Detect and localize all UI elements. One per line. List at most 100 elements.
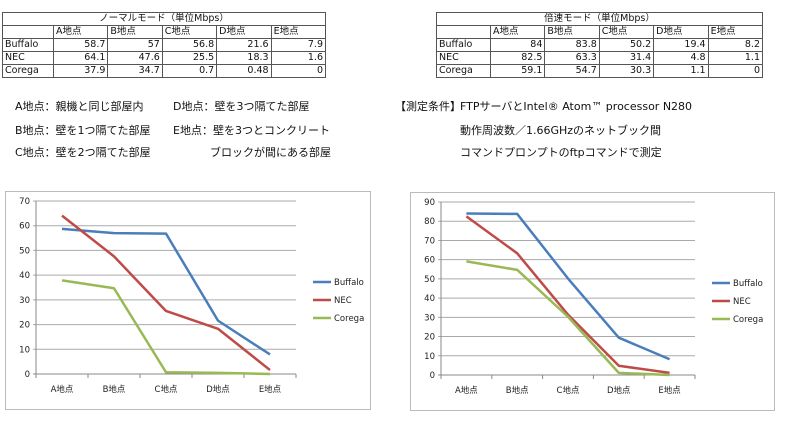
column-header: D地点 — [653, 25, 709, 39]
y-tick-label: 40 — [19, 271, 30, 281]
column-header: B地点 — [544, 25, 600, 39]
legend-label: Buffalo — [733, 279, 763, 289]
legend-label: Corega — [733, 315, 763, 325]
y-tick-label: 60 — [19, 222, 30, 232]
y-tick-label: 30 — [19, 296, 30, 306]
cell: 58.7 — [52, 38, 109, 52]
cell: 64.1 — [52, 51, 109, 65]
column-header: C地点 — [161, 25, 218, 39]
cell: 1.1 — [707, 51, 764, 65]
row-label: Buffalo — [436, 38, 491, 52]
cell: 25.5 — [161, 51, 218, 65]
condition-line-2: 動作周波数／1.66GHzのネットブック間 — [460, 124, 662, 137]
column-header: E地点 — [707, 25, 764, 39]
x-tick-label: B地点 — [506, 385, 529, 396]
x-tick-label: D地点 — [206, 384, 230, 395]
cell: 59.1 — [489, 64, 546, 78]
series-line-nec — [465, 215, 670, 375]
series-line-buffalo — [466, 212, 671, 361]
y-tick-label: 30 — [424, 313, 435, 323]
normal-mode-table: ノーマルモード（単位Mbps） A地点 B地点 C地点 D地点 E地点 Buff… — [2, 12, 327, 78]
y-tick-label: 40 — [424, 294, 435, 304]
y-tick-label: 60 — [424, 256, 435, 266]
note-e-cont: ブロックが間にある部屋 — [210, 146, 331, 159]
cell: 47.6 — [107, 51, 163, 65]
y-tick-label: 20 — [424, 333, 435, 343]
legend-label: NEC — [334, 296, 352, 306]
row-label: NEC — [436, 51, 491, 65]
note-e: E地点：壁を3つとコンクリート — [173, 124, 330, 137]
table-title: ノーマルモード（単位Mbps） — [2, 12, 326, 26]
table-row: Buffalo 84 83.8 50.2 19.4 8.2 — [436, 38, 764, 52]
double-speed-chart: 0 10 20 30 40 50 60 70 80 90 A地点 B地点 C地点 D地点 E地点 Buffal… — [410, 192, 775, 411]
corner-cell — [436, 25, 491, 39]
cell: 54.7 — [544, 64, 600, 78]
cell: 0 — [270, 64, 327, 78]
normal-mode-chart: 0 10 20 30 40 50 60 70 A地点 B地点 C地点 D地点 E地点 Buffalo NEC… — [5, 191, 371, 410]
y-tick-label: 0 — [25, 370, 30, 380]
y-tick-label: 70 — [424, 236, 435, 246]
column-header: C地点 — [598, 25, 655, 39]
series-line-nec — [61, 214, 271, 372]
legend-label: NEC — [733, 297, 751, 307]
table-row: Corega 59.1 54.7 30.3 1.1 0 — [436, 64, 764, 78]
cell: 34.7 — [107, 64, 163, 78]
conditions-label: 【測定条件】 — [395, 100, 461, 113]
column-header: A地点 — [52, 25, 109, 39]
row-label: NEC — [2, 51, 54, 65]
condition-line-3: コマンドプロンプトのftpコマンドで測定 — [460, 146, 662, 159]
table-title: 倍速モード（単位Mbps） — [436, 12, 763, 26]
note-d: D地点：壁を3つ隔てた部屋 — [173, 100, 310, 113]
cell: 30.3 — [598, 64, 655, 78]
y-tick-label: 20 — [19, 321, 30, 331]
column-header: E地点 — [270, 25, 327, 39]
cell: 84 — [489, 38, 546, 52]
y-tick-label: 80 — [424, 217, 435, 227]
row-label: Buffalo — [2, 38, 54, 52]
chart-svg: 0 10 20 30 40 50 60 70 80 90 A地点 B地点 C地点 D地点 E地点 Buffal… — [424, 198, 763, 396]
x-tick-label: D地点 — [607, 385, 631, 396]
y-tick-label: 50 — [424, 275, 435, 285]
note-c: C地点：壁を2つ隔てた部屋 — [15, 146, 151, 159]
cell: 18.3 — [216, 51, 272, 65]
x-tick-label: E地点 — [259, 384, 282, 395]
cell: 0 — [707, 64, 764, 78]
series-line-buffalo — [61, 227, 271, 356]
series-line-corega — [61, 279, 271, 376]
x-tick-label: E地点 — [658, 385, 681, 396]
legend-label: Corega — [334, 314, 364, 324]
chart-svg: 0 10 20 30 40 50 60 70 A地点 B地点 C地点 D地点 E地点 Buffalo NEC… — [19, 197, 364, 395]
table-row: NEC 64.1 47.6 25.5 18.3 1.6 — [2, 51, 327, 65]
column-header: B地点 — [107, 25, 163, 39]
x-tick-label: A地点 — [455, 385, 478, 396]
table-row: Buffalo 58.7 57 56.8 21.6 7.9 — [2, 38, 327, 52]
cell: 31.4 — [598, 51, 655, 65]
row-label: Corega — [2, 64, 54, 78]
column-header: A地点 — [489, 25, 546, 39]
legend-label: Buffalo — [334, 278, 364, 288]
cell: 4.8 — [653, 51, 709, 65]
cell: 21.6 — [216, 38, 272, 52]
cell: 37.9 — [52, 64, 109, 78]
x-tick-label: C地点 — [557, 385, 580, 396]
y-tick-label: 0 — [430, 371, 435, 381]
x-tick-label: C地点 — [155, 384, 178, 395]
cell: 19.4 — [653, 38, 709, 52]
cell: 1.6 — [270, 51, 327, 65]
cell: 1.1 — [653, 64, 709, 78]
row-label: Corega — [436, 64, 491, 78]
table-row: NEC 82.5 63.3 31.4 4.8 1.1 — [436, 51, 764, 65]
cell: 7.9 — [270, 38, 327, 52]
y-tick-label: 50 — [19, 246, 30, 256]
x-tick-label: B地点 — [103, 384, 126, 395]
cell: 56.8 — [161, 38, 218, 52]
x-tick-label: A地点 — [51, 384, 74, 395]
cell: 82.5 — [489, 51, 546, 65]
double-speed-mode-table: 倍速モード（単位Mbps） A地点 B地点 C地点 D地点 E地点 Buffal… — [436, 12, 764, 78]
note-a: A地点：親機と同じ部屋内 — [15, 100, 144, 113]
cell: 8.2 — [707, 38, 764, 52]
cell: 63.3 — [544, 51, 600, 65]
corner-cell — [2, 25, 54, 39]
y-tick-label: 10 — [19, 345, 30, 355]
y-tick-label: 70 — [19, 197, 30, 207]
